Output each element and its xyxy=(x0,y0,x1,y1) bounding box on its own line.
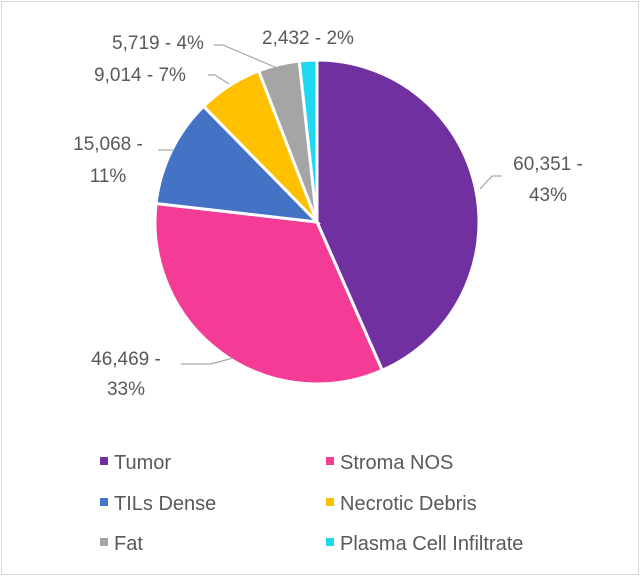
legend-label-tumor: Tumor xyxy=(114,452,171,474)
legend-label-tils-dense: TILs Dense xyxy=(114,493,216,515)
pie-slice-plasma-cell-infiltrate xyxy=(297,58,319,223)
data-label-tumor: 43% xyxy=(529,185,567,206)
pie-slice-tils-dense xyxy=(154,104,322,224)
data-label-tils-dense: 15,068 - xyxy=(73,134,143,155)
pie-slice-stroma-nos xyxy=(153,201,385,386)
data-label-stroma-nos: 33% xyxy=(107,379,145,400)
legend-swatch-fat xyxy=(100,538,108,546)
data-label-plasma-cell-infiltrate: 2,432 - 2% xyxy=(262,28,354,49)
data-label-stroma-nos: 46,469 - xyxy=(91,349,161,370)
legend-swatch-tumor xyxy=(100,457,108,465)
data-label-tumor: 60,351 - xyxy=(513,154,583,175)
legend-label-plasma-cell-infiltrate: Plasma Cell Infiltrate xyxy=(340,533,523,555)
legend-swatch-stroma-nos xyxy=(326,457,334,465)
legend-label-stroma-nos: Stroma NOS xyxy=(340,452,453,474)
legend-swatch-necrotic-debris xyxy=(326,498,334,506)
legend-label-fat: Fat xyxy=(114,533,143,555)
leader-line-stroma-nos xyxy=(181,357,234,365)
leader-line-necrotic-debris xyxy=(208,74,230,85)
pie-slice-tumor xyxy=(315,58,481,373)
data-label-fat: 5,719 - 4% xyxy=(112,33,204,54)
legend-label-necrotic-debris: Necrotic Debris xyxy=(340,493,477,515)
legend-swatch-tils-dense xyxy=(100,498,108,506)
data-label-necrotic-debris: 9,014 - 7% xyxy=(94,65,186,86)
legend-swatch-plasma-cell-infiltrate xyxy=(326,538,334,546)
leader-line-tumor xyxy=(479,175,502,190)
data-label-tils-dense: 11% xyxy=(90,166,127,187)
leader-line-fat xyxy=(214,44,278,69)
